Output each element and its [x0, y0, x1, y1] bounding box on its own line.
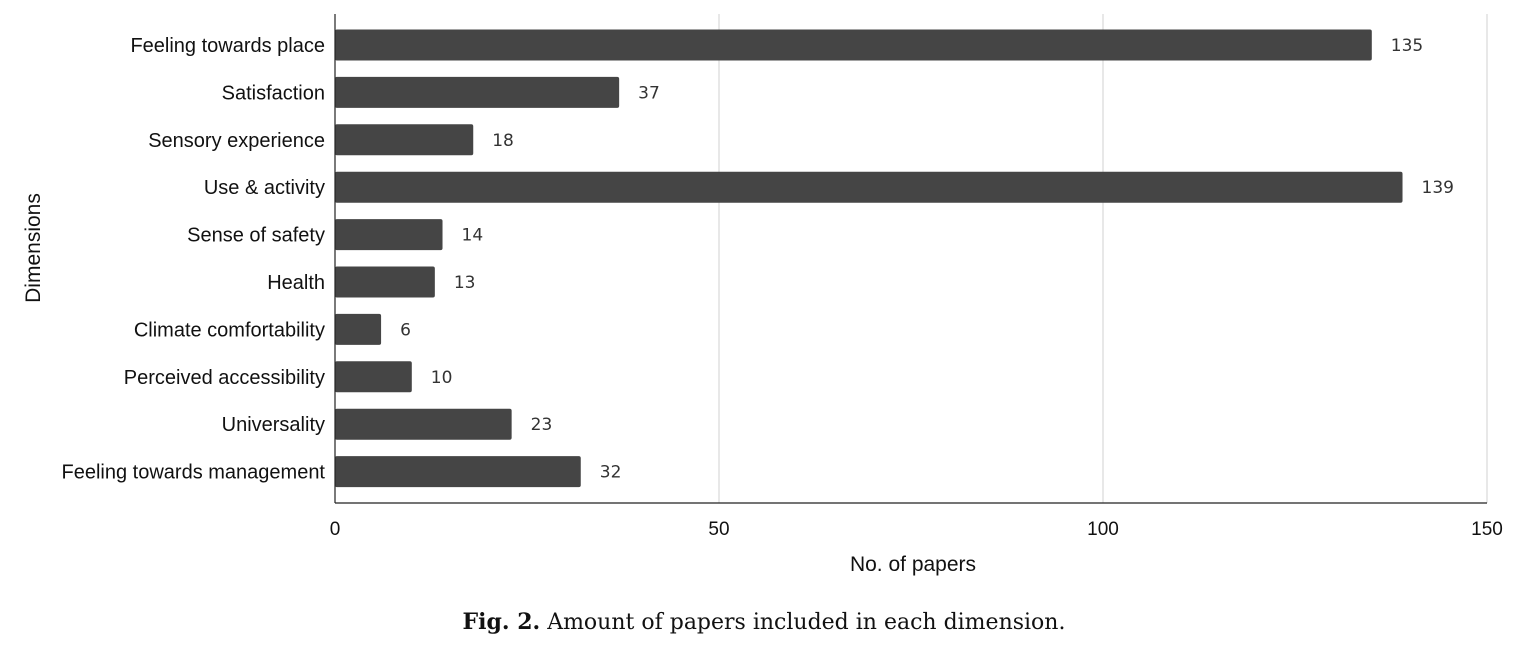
- x-tick-label: 150: [1471, 519, 1503, 540]
- x-axis-title: No. of papers: [850, 553, 976, 576]
- category-label: Perceived accessibility: [124, 367, 325, 389]
- category-label: Feeling towards place: [130, 35, 325, 57]
- bar: [335, 219, 443, 251]
- bar: [335, 408, 512, 440]
- figure-number: Fig. 2.: [462, 609, 541, 635]
- category-label: Universality: [222, 414, 325, 436]
- x-tick-label: 100: [1087, 519, 1119, 540]
- data-label: 23: [531, 415, 553, 435]
- category-label: Sensory experience: [148, 130, 325, 152]
- y-axis-title: Dimensions: [22, 193, 45, 303]
- x-tick-label: 0: [330, 519, 341, 540]
- data-label: 14: [462, 226, 484, 246]
- data-label: 18: [492, 131, 514, 151]
- figure-caption: Fig. 2. Amount of papers included in eac…: [0, 609, 1528, 635]
- bar: [335, 29, 1372, 61]
- category-label: Climate comfortability: [134, 319, 325, 341]
- bar: [335, 266, 435, 298]
- bar: [335, 124, 474, 156]
- category-label: Sense of safety: [187, 225, 325, 247]
- axes: [334, 14, 1487, 504]
- data-label: 32: [600, 463, 622, 483]
- category-label: Feeling towards management: [62, 462, 326, 484]
- labels: 0 50 100 150 Feeling towards place 135 Satisfa…: [62, 35, 1503, 540]
- figure-caption-text: Amount of papers included in each dimens…: [547, 610, 1066, 635]
- data-label: 37: [638, 83, 660, 103]
- data-label: 13: [454, 273, 476, 293]
- bar: [335, 76, 620, 108]
- category-label: Satisfaction: [222, 82, 325, 104]
- bars: [335, 29, 1403, 488]
- bar: [335, 361, 412, 393]
- category-label: Use & activity: [204, 177, 325, 199]
- category-label: Health: [267, 272, 325, 294]
- bar-chart: 0 50 100 150 Feeling towards place 135 Satisfa…: [22, 14, 1503, 576]
- bar: [335, 313, 382, 345]
- x-tick-label: 50: [708, 519, 729, 540]
- data-label: 139: [1422, 178, 1454, 198]
- data-label: 10: [431, 368, 453, 388]
- data-label: 6: [400, 320, 411, 340]
- grid-lines: [718, 14, 1488, 503]
- bar: [335, 456, 581, 488]
- bar: [335, 171, 1403, 203]
- data-label: 135: [1391, 36, 1423, 56]
